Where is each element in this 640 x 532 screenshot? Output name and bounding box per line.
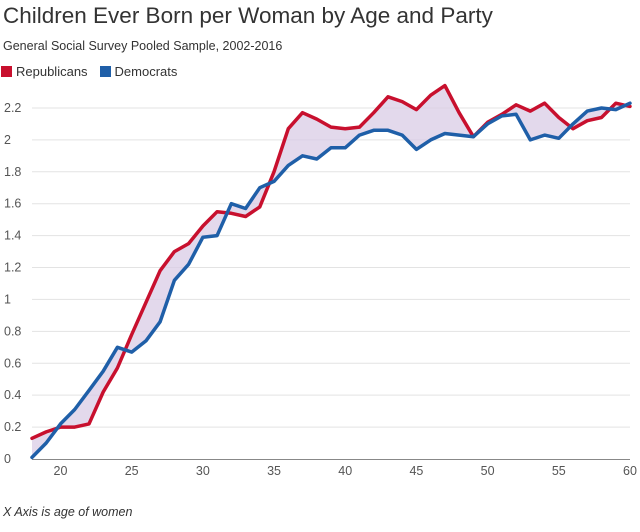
y-tick-label-8: 1.6 xyxy=(4,197,21,211)
legend-swatch-republicans xyxy=(1,66,12,77)
y-tick-label-2: 0.4 xyxy=(4,388,21,402)
y-tick-label-1: 0.2 xyxy=(4,420,21,434)
legend-item-republicans[interactable]: Republicans xyxy=(1,64,88,79)
y-tick-label-6: 1.2 xyxy=(4,261,21,275)
y-tick-label-4: 0.8 xyxy=(4,324,21,338)
y-tick-label-5: 1 xyxy=(4,292,11,306)
axis-note: X Axis is age of women xyxy=(3,505,133,519)
fill-between-area xyxy=(32,85,630,458)
y-tick-label-9: 1.8 xyxy=(4,165,21,179)
y-tick-label-3: 0.6 xyxy=(4,356,21,370)
y-tick-label-11: 2.2 xyxy=(4,101,21,115)
legend-item-democrats[interactable]: Democrats xyxy=(99,64,178,79)
x-tick-label-4: 40 xyxy=(338,464,352,478)
series-line-republicans xyxy=(30,83,632,441)
x-tick-label-5: 45 xyxy=(409,464,423,478)
chart-title: Children Ever Born per Woman by Age and … xyxy=(3,3,493,28)
x-tick-label-6: 50 xyxy=(481,464,495,478)
x-tick-label-1: 25 xyxy=(125,464,139,478)
legend-swatch-democrats xyxy=(99,66,111,77)
x-tick-label-0: 20 xyxy=(54,464,68,478)
x-tick-label-8: 60 xyxy=(623,464,637,478)
y-tick-label-7: 1.4 xyxy=(4,229,21,243)
legend-label-democrats: Democrats xyxy=(114,64,178,79)
x-tick-label-3: 35 xyxy=(267,464,281,478)
x-tick-label-7: 55 xyxy=(552,464,566,478)
y-tick-label-0: 0 xyxy=(4,452,11,466)
legend: Republicans Democrats xyxy=(1,64,189,79)
chart-subtitle: General Social Survey Pooled Sample, 200… xyxy=(3,39,283,53)
x-tick-label-2: 30 xyxy=(196,464,210,478)
series-line-democrats xyxy=(30,101,632,460)
y-tick-label-10: 2 xyxy=(4,133,11,147)
legend-label-republicans: Republicans xyxy=(16,64,88,79)
